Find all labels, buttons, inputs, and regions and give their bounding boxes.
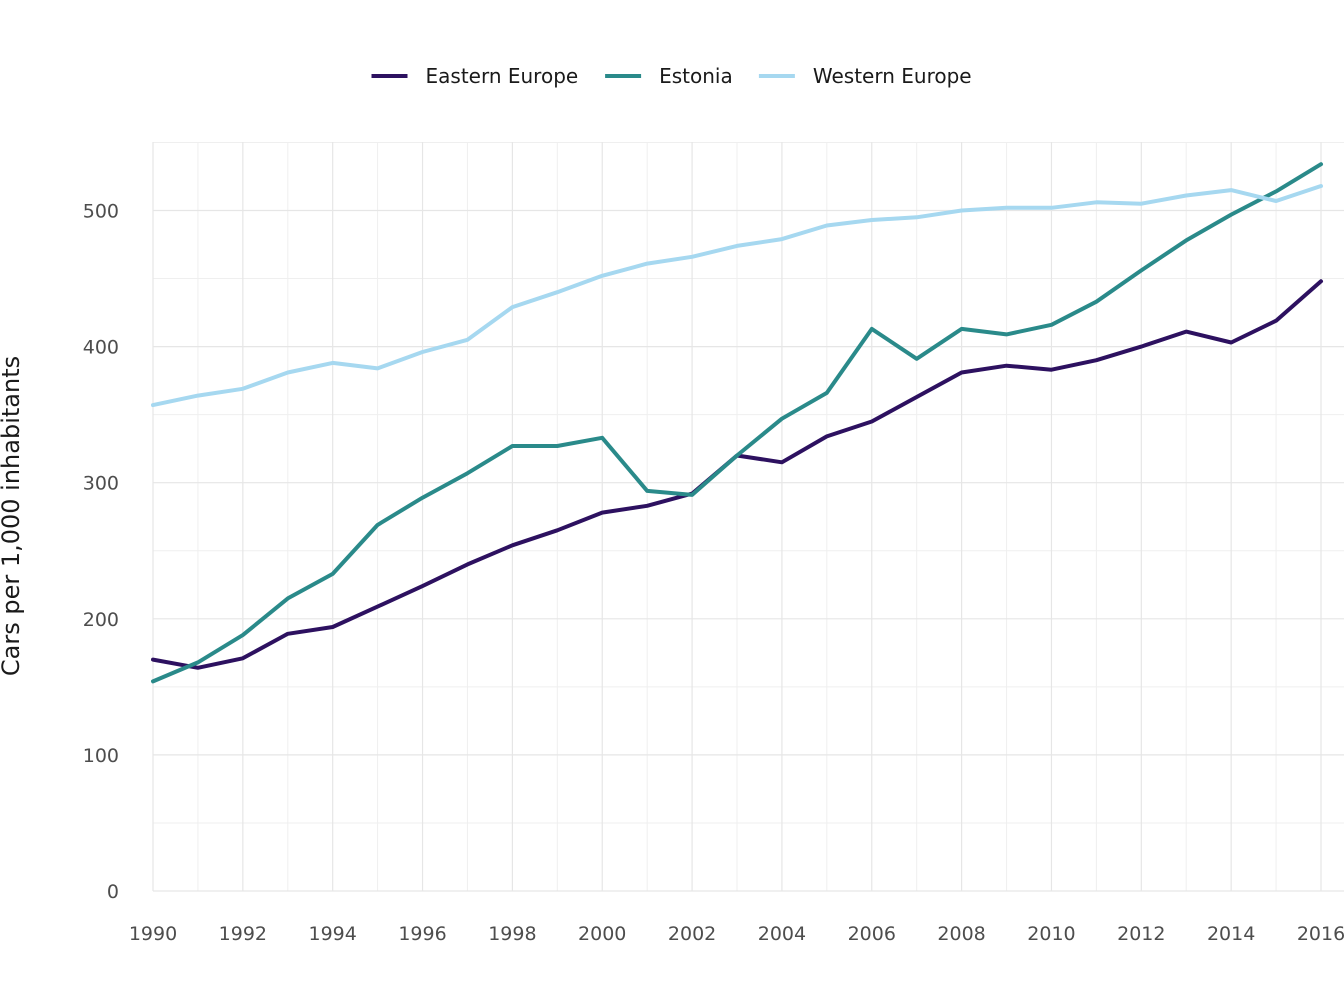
x-tick-label: 1990	[129, 923, 177, 945]
legend-label: Western Europe	[813, 64, 972, 88]
x-tick-label: 2004	[758, 923, 806, 945]
y-axis-title: Cars per 1,000 inhabitants	[0, 356, 25, 676]
series-line-estonia	[151, 162, 1323, 684]
x-tick-label: 1992	[219, 923, 267, 945]
x-tick-label: 2012	[1117, 923, 1165, 945]
y-tick-label: 100	[83, 745, 119, 767]
series-line-western-europe	[151, 184, 1323, 408]
x-tick-label: 1996	[398, 923, 446, 945]
x-tick-label: 2016	[1297, 923, 1344, 945]
x-tick-label: 1998	[488, 923, 536, 945]
y-tick-label: 500	[83, 201, 119, 223]
x-tick-label: 2000	[578, 923, 626, 945]
legend-item-western-europe: Western Europe	[758, 64, 972, 88]
y-tick-label: 200	[83, 609, 119, 631]
x-tick-label: 2014	[1207, 923, 1255, 945]
x-tick-label: 2008	[937, 923, 985, 945]
y-tick-label: 300	[83, 473, 119, 495]
legend-item-estonia: Estonia	[605, 64, 733, 88]
x-axis-tick-labels: 1990 1992 1994 1996 1998 2000 2002 2004 2006 2008…	[129, 923, 1344, 945]
legend-label: Estonia	[659, 64, 733, 88]
minor-gridlines	[153, 141, 1344, 891]
x-tick-label: 1994	[309, 923, 357, 945]
y-tick-label: 400	[83, 337, 119, 359]
series-lines	[151, 162, 1323, 684]
legend-label: Eastern Europe	[426, 64, 579, 88]
legend: Eastern Europe Estonia Western Europe	[371, 64, 972, 88]
x-tick-label: 2002	[668, 923, 716, 945]
x-tick-label: 2010	[1027, 923, 1075, 945]
y-tick-label: 0	[107, 881, 119, 903]
legend-item-eastern-europe: Eastern Europe	[371, 64, 579, 88]
y-axis-tick-labels: 0 100 200 300 400 500	[83, 201, 119, 904]
x-tick-label: 2006	[848, 923, 896, 945]
